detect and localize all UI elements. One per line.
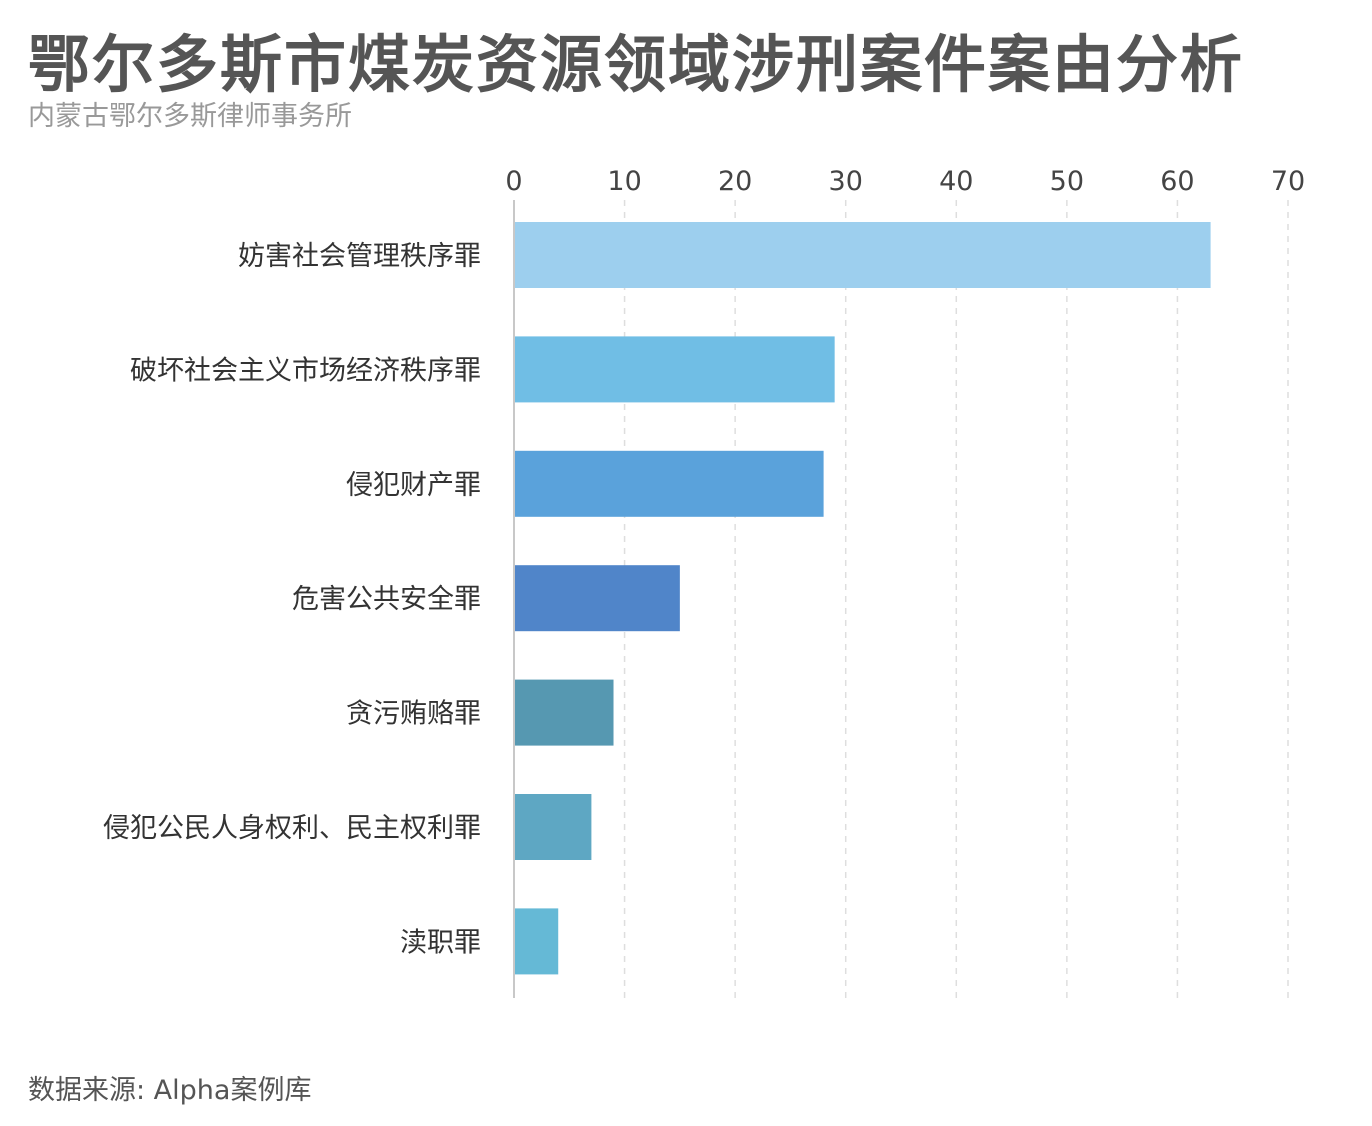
category-label: 渎职罪 xyxy=(400,927,481,958)
category-label: 侵犯公民人身权利、民主权利罪 xyxy=(103,813,481,844)
category-label: 贪污贿赂罪 xyxy=(346,699,481,730)
x-tick-label: 70 xyxy=(1271,166,1305,197)
data-source-note: 数据来源: Alpha案例库 xyxy=(28,1075,312,1106)
bar xyxy=(514,450,824,517)
chart-title: 鄂尔多斯市煤炭资源领域涉刑案件案由分析 xyxy=(28,28,1245,101)
x-tick-label: 20 xyxy=(718,166,752,197)
x-tick-labels: 0 10 20 30 40 50 60 70 xyxy=(505,166,1305,197)
x-tick-label: 40 xyxy=(939,166,973,197)
grid-lines xyxy=(623,200,1289,998)
category-labels: 妨害社会管理秩序罪破坏社会主义市场经济秩序罪侵犯财产罪危害公共安全罪贪污贿赂罪侵… xyxy=(103,241,481,958)
x-tick-label: 60 xyxy=(1160,166,1194,197)
x-tick-label: 0 xyxy=(505,166,522,197)
bar xyxy=(514,222,1211,288)
category-label: 危害公共安全罪 xyxy=(292,584,481,615)
bar xyxy=(514,679,614,746)
bar xyxy=(514,336,835,403)
bar xyxy=(514,794,592,860)
x-tick-label: 30 xyxy=(829,166,863,197)
bars xyxy=(514,222,1211,975)
bar xyxy=(514,565,680,632)
category-label: 破坏社会主义市场经济秩序罪 xyxy=(130,355,481,386)
x-tick-label: 50 xyxy=(1050,166,1084,197)
category-label: 侵犯财产罪 xyxy=(346,470,481,501)
bar xyxy=(514,908,559,975)
x-tick-label: 10 xyxy=(607,166,641,197)
chart-subtitle: 内蒙古鄂尔多斯律师事务所 xyxy=(28,101,352,132)
category-label: 妨害社会管理秩序罪 xyxy=(238,241,481,272)
